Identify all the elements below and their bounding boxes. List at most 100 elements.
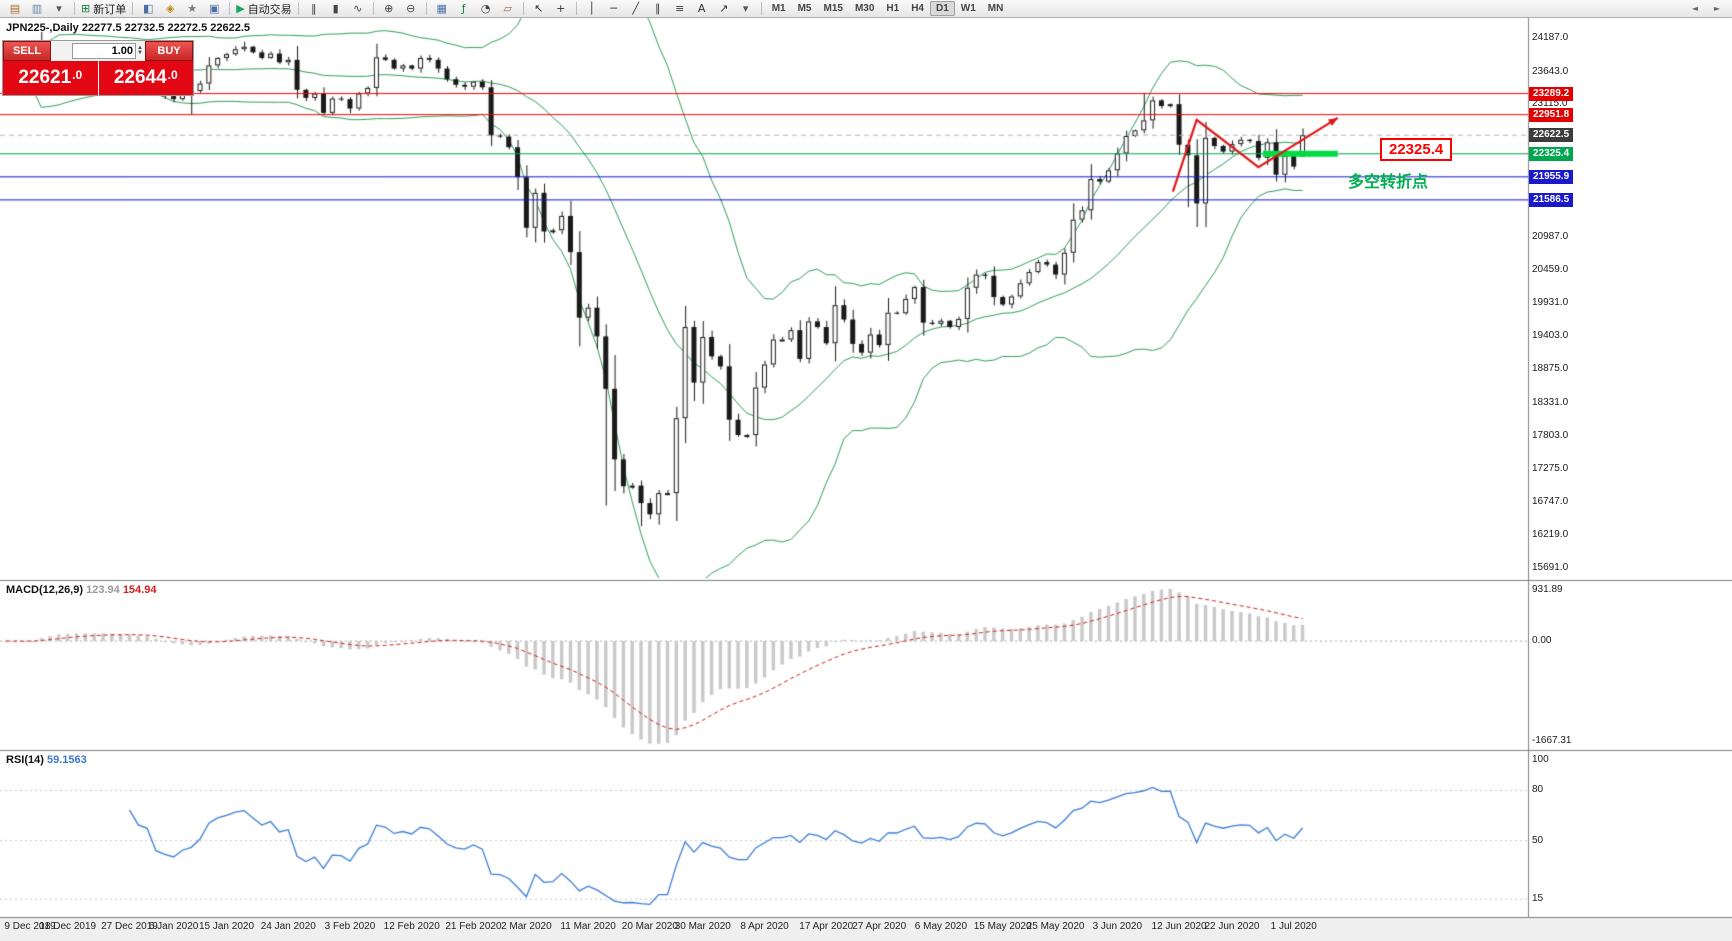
timeframe-h4[interactable]: H4 — [911, 3, 924, 14]
line-chart-button[interactable]: ∿ — [347, 1, 369, 17]
line-chart-icon: ∿ — [353, 2, 363, 15]
toolbar-separator — [522, 2, 524, 15]
sell-price-decimal: .0 — [72, 68, 83, 82]
trendline-button[interactable]: ╱ — [625, 1, 647, 17]
toolbar-separator — [760, 2, 762, 15]
profiles-arrow-icon: ▾ — [56, 2, 62, 15]
sell-price[interactable]: 22621 .0 — [3, 61, 98, 95]
shapes-arrow-icon: ▾ — [742, 2, 749, 15]
sell-button[interactable]: SELL — [3, 41, 51, 61]
timeframe-mn[interactable]: MN — [987, 3, 1004, 14]
chart-ohlc-readout: JPN225-,Daily 22277.5 22732.5 22272.5 22… — [6, 22, 251, 34]
market-watch-button[interactable]: ◧ — [137, 1, 159, 17]
text-tool-icon: A — [697, 2, 706, 15]
scroll-right-button[interactable]: ► — [1706, 1, 1728, 17]
fibonacci-button[interactable]: ≡ — [669, 1, 691, 17]
auto-trading-icon: ▶ — [236, 2, 245, 15]
scroll-left-button[interactable]: ◄ — [1684, 1, 1706, 17]
channel-icon: ∥ — [654, 2, 661, 15]
templates-button[interactable]: ▱ — [497, 1, 519, 17]
auto-trading-button[interactable]: ▶ 自动交易 — [234, 1, 293, 17]
cursor-button[interactable]: ↖ — [528, 1, 550, 17]
zoom-in-icon: ⊕ — [384, 2, 394, 15]
bar-chart-button[interactable]: ‖ — [303, 1, 325, 17]
auto-trading-label: 自动交易 — [247, 3, 292, 16]
terminal-button[interactable]: ▣ — [203, 1, 225, 17]
candlestick-chart-button[interactable]: ▮ — [325, 1, 347, 17]
toolbar: ▤ ▥ ▾ ⊞ 新订单 ◧ ◈ ★ ▣ ▶ 自动交易 ‖ ▮ ∿ ⊕ ⊖ ▦ ƒ ◔ ▱ ↖ + │ ─ ╱ ∥ ≡ A ↗ ▾ M1 M5 M… — [0, 0, 1732, 18]
toolbar-separator — [229, 2, 231, 15]
periods-icon: ◔ — [480, 2, 491, 15]
profiles-button[interactable]: ▥ — [26, 1, 48, 17]
trade-buttons-row: SELL ▲ ▼ BUY — [3, 41, 193, 61]
navigator-button[interactable]: ★ — [181, 1, 203, 17]
templates-icon: ▱ — [503, 2, 512, 15]
new-chart-icon: ▤ — [9, 2, 21, 15]
timeframe-w1[interactable]: W1 — [960, 3, 976, 14]
volume-down-icon[interactable]: ▼ — [137, 50, 143, 56]
buy-price-main: 22644 — [113, 67, 167, 88]
vertical-line-button[interactable]: │ — [581, 1, 603, 17]
data-window-icon: ◈ — [165, 2, 175, 15]
toolbar-separator — [74, 2, 75, 15]
zoom-out-icon: ⊖ — [406, 2, 416, 15]
volume-box: ▲ ▼ — [51, 41, 145, 61]
toolbar-right-icons: ◄ ► — [1684, 1, 1728, 17]
one-click-trading-panel: SELL ▲ ▼ BUY 22621 .0 22644 .0 — [2, 40, 194, 96]
cursor-icon: ↖ — [534, 2, 544, 15]
shapes-arrow-button[interactable]: ▾ — [735, 1, 757, 17]
sell-price-main: 22621 — [18, 67, 72, 88]
turning-point-note[interactable]: 多空转折点 — [1348, 174, 1429, 191]
arrows-tool-icon: ↗ — [719, 2, 729, 15]
timeframe-m30[interactable]: M30 — [854, 3, 875, 14]
crosshair-icon: + — [556, 2, 566, 15]
vertical-line-icon: │ — [588, 2, 595, 15]
scroll-left-icon: ◄ — [1691, 4, 1699, 13]
macd-main-value: 123.94 — [86, 584, 120, 596]
bar-chart-icon: ‖ — [310, 2, 317, 15]
toolbar-separator — [575, 2, 577, 15]
crosshair-button[interactable]: + — [550, 1, 572, 17]
macd-signal-value: 154.94 — [122, 584, 157, 596]
arrows-tool-button[interactable]: ↗ — [713, 1, 735, 17]
buy-button[interactable]: BUY — [145, 41, 193, 61]
timeframe-m5[interactable]: M5 — [797, 3, 812, 14]
timeframe-m15[interactable]: M15 — [823, 3, 843, 14]
macd-indicator-label: MACD(12,26,9) 123.94 154.94 — [6, 584, 156, 596]
profiles-arrow-button[interactable]: ▾ — [48, 1, 70, 17]
new-order-button[interactable]: ⊞ 新订单 — [79, 1, 128, 17]
indicators-button[interactable]: ƒ — [453, 1, 475, 17]
trade-prices-row: 22621 .0 22644 .0 — [3, 61, 193, 95]
periods-button[interactable]: ◔ — [475, 1, 497, 17]
trendline-icon: ╱ — [632, 2, 639, 15]
volume-spinner[interactable]: ▲ ▼ — [137, 45, 143, 56]
toolbar-separator — [132, 2, 134, 15]
volume-up-icon[interactable]: ▲ — [137, 45, 143, 51]
price-callout-label[interactable]: 22325.4 — [1380, 138, 1453, 161]
zoom-out-button[interactable]: ⊖ — [400, 1, 422, 17]
zoom-in-button[interactable]: ⊕ — [378, 1, 400, 17]
tile-windows-button[interactable]: ▦ — [431, 1, 453, 17]
rsi-value: 59.1563 — [46, 754, 87, 766]
horizontal-line-button[interactable]: ─ — [603, 1, 625, 17]
volume-input[interactable] — [72, 43, 137, 59]
rsi-name: RSI(14) — [6, 754, 44, 766]
timeframe-h1[interactable]: H1 — [886, 3, 900, 14]
toolbar-separator — [297, 2, 299, 15]
new-chart-button[interactable]: ▤ — [4, 1, 26, 17]
timeframe-m1[interactable]: M1 — [771, 3, 786, 14]
horizontal-line-icon: ─ — [610, 2, 617, 15]
indicators-icon: ƒ — [461, 2, 466, 15]
new-order-label: 新订单 — [93, 3, 127, 16]
fibonacci-icon: ≡ — [675, 2, 685, 15]
candlestick-chart-icon: ▮ — [332, 2, 339, 15]
channel-button[interactable]: ∥ — [647, 1, 669, 17]
macd-name: MACD(12,26,9) — [6, 584, 84, 596]
terminal-icon: ▣ — [209, 2, 220, 15]
text-tool-button[interactable]: A — [691, 1, 713, 17]
tile-windows-icon: ▦ — [436, 2, 447, 15]
timeframe-d1[interactable]: D1 — [930, 1, 955, 16]
buy-price[interactable]: 22644 .0 — [98, 61, 193, 95]
data-window-button[interactable]: ◈ — [159, 1, 181, 17]
